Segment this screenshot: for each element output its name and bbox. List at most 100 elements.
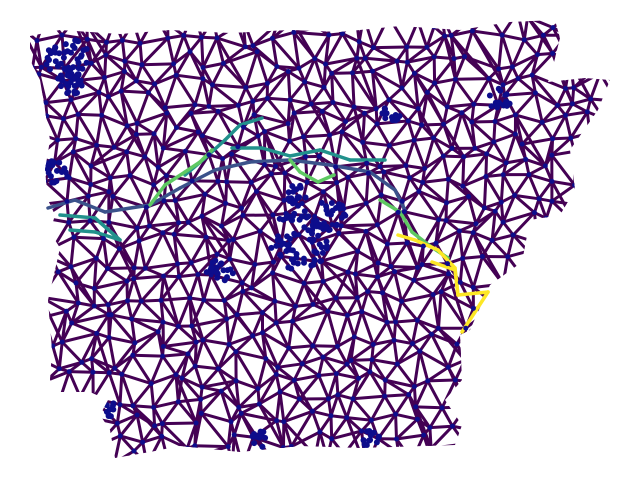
graph-node: [378, 192, 384, 198]
graph-edge: [234, 350, 268, 361]
graph-edge: [230, 433, 236, 458]
graph-edge: [387, 86, 404, 102]
graph-edge: [200, 192, 207, 218]
graph-edge: [282, 171, 287, 202]
graph-edge: [138, 36, 170, 45]
graph-edge: [89, 150, 129, 168]
graph-edge: [50, 245, 56, 260]
graph-edge: [463, 336, 484, 363]
graph-edge: [199, 411, 233, 424]
graph-edge: [432, 122, 446, 140]
graph-edge: [89, 53, 108, 65]
graph-edge: [381, 291, 389, 324]
graph-edge: [30, 432, 49, 458]
graph-edge: [251, 334, 268, 361]
graph-edge: [490, 238, 510, 259]
graph-edge: [415, 293, 435, 322]
graph-edge: [366, 275, 380, 293]
graph-node: [301, 208, 308, 215]
graph-edge: [603, 383, 610, 401]
graph-edge: [534, 447, 551, 458]
graph-edge: [503, 311, 523, 339]
graph-edge: [244, 86, 255, 103]
graph-edge: [60, 33, 89, 41]
graph-edge: [364, 171, 370, 205]
graph-node: [558, 406, 564, 412]
graph-edge: [271, 271, 277, 303]
graph-edge: [30, 26, 43, 69]
graph-node: [273, 163, 278, 169]
graph-node: [443, 217, 449, 223]
graph-node: [611, 171, 616, 176]
graph-edge: [593, 400, 605, 427]
graph-node: [429, 331, 435, 337]
graph-edge: [203, 192, 228, 205]
graph-edge: [89, 143, 99, 168]
graph-node: [424, 44, 430, 50]
graph-edge: [201, 61, 225, 69]
graph-edge: [569, 110, 589, 140]
graph-node: [407, 175, 413, 181]
graph-edge: [289, 409, 314, 448]
graph-node: [52, 44, 59, 51]
graph-edge: [334, 130, 344, 169]
graph-edge: [326, 20, 344, 36]
graph-node: [330, 99, 336, 105]
graph-edge: [177, 273, 200, 279]
graph-edge: [74, 256, 98, 285]
graph-edge: [43, 454, 80, 458]
graph-node: [363, 200, 369, 206]
graph-edge: [546, 233, 557, 260]
graph-node: [66, 73, 73, 80]
graph-edge: [34, 114, 49, 135]
graph-edge: [580, 243, 586, 261]
graph-edge: [335, 313, 349, 348]
graph-edge: [445, 177, 450, 205]
graph-edge: [118, 434, 145, 444]
graph-edge: [481, 393, 502, 427]
graph-node: [419, 122, 425, 128]
graph-edge: [235, 313, 255, 338]
graph-edge: [188, 50, 205, 81]
graph-edge: [400, 278, 416, 303]
graph-node: [535, 52, 540, 58]
graph-node: [38, 64, 44, 70]
graph-edge: [490, 209, 497, 242]
graph-node: [370, 429, 377, 436]
graph-edge: [504, 132, 517, 165]
graph-node: [419, 262, 425, 268]
graph-edge: [90, 416, 99, 448]
graph-edge: [139, 298, 163, 303]
graph-edge: [300, 202, 317, 218]
graph-node: [106, 406, 113, 413]
graph-node: [317, 429, 323, 435]
graph-node: [71, 45, 78, 51]
graph-edge: [131, 382, 153, 408]
graph-edge: [503, 336, 519, 365]
graph-node: [130, 20, 136, 25]
graph-edge: [526, 241, 539, 253]
graph-edge: [119, 79, 138, 93]
graph-node: [200, 337, 206, 343]
graph-edge: [588, 171, 610, 189]
graph-node: [131, 448, 137, 454]
graph-node: [592, 442, 598, 448]
graph-edge: [546, 362, 566, 368]
graph-edge: [471, 255, 484, 289]
graph-edge: [200, 109, 220, 138]
graph-edge: [599, 164, 610, 168]
graph-node: [140, 439, 146, 445]
highlighted-edge: [148, 186, 182, 207]
graph-edge: [514, 91, 537, 117]
graph-edge: [351, 397, 373, 422]
graph-edge: [109, 313, 137, 345]
graph-node: [431, 135, 437, 141]
graph-node: [33, 426, 38, 432]
graph-edge: [522, 401, 540, 407]
graph-node: [338, 214, 345, 221]
graph-edge: [553, 221, 577, 237]
graph-edge: [357, 40, 367, 60]
graph-node: [193, 339, 199, 345]
graph-node: [615, 227, 620, 232]
graph-edge: [79, 61, 93, 82]
